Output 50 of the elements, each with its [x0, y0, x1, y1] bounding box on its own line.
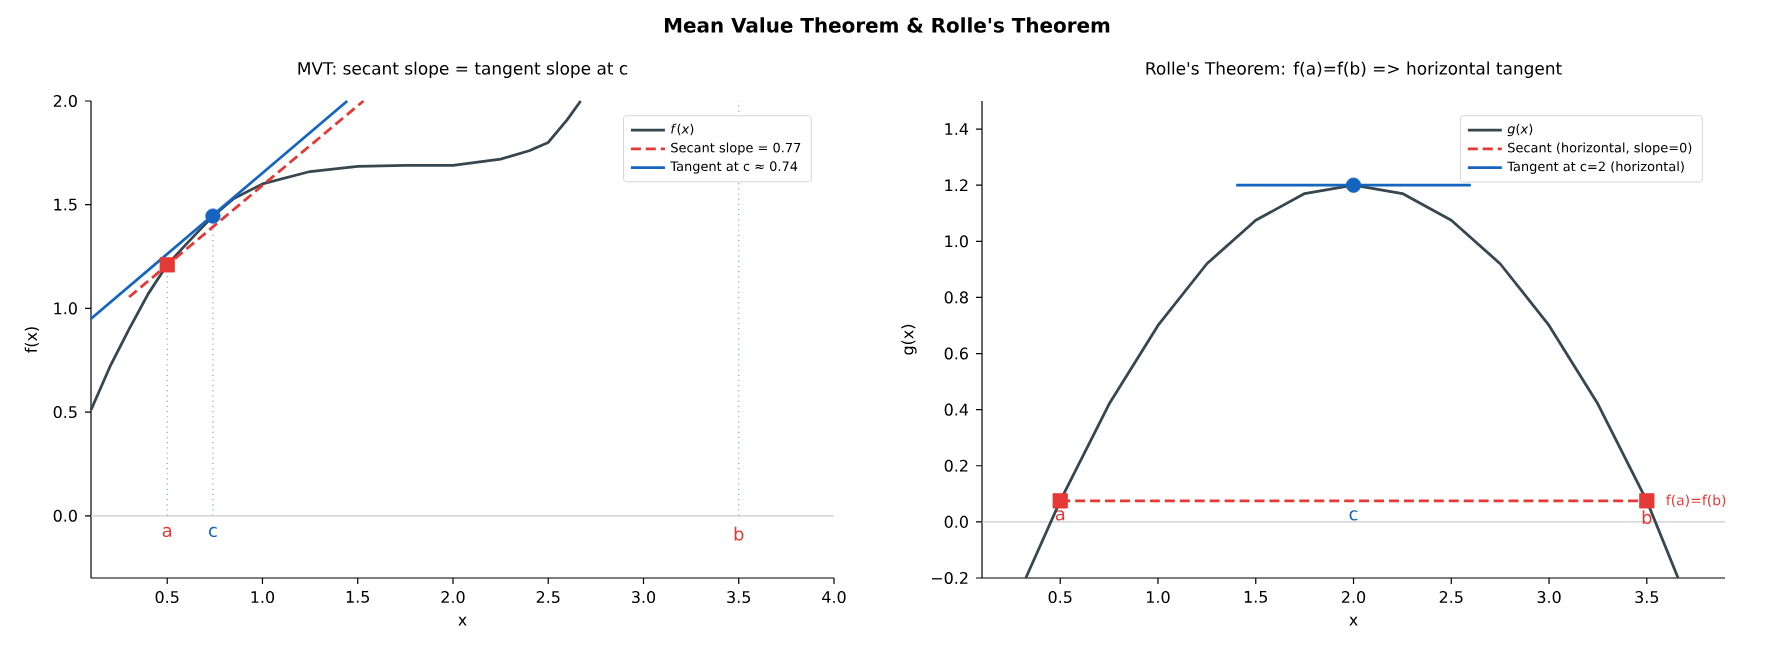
y-tick-label: 1.5	[54, 198, 77, 211]
y-tick-label: 2.0	[53, 94, 77, 108]
legend-label: Tangent at c=2 (horizontal)	[1507, 161, 1684, 174]
y-tick-label: 1.0	[945, 235, 968, 248]
text: Mean Value Theorem & Rolle's Theorem	[665, 17, 1110, 33]
x-tick-label: 3.5	[1635, 591, 1659, 604]
y-tick-label: −0.2	[931, 571, 968, 585]
x-axis-title: x	[458, 616, 467, 626]
ref-line-label: a	[162, 526, 172, 538]
x-tick-label: 2.5	[1439, 591, 1463, 604]
x-tick-label: 2.0	[441, 591, 465, 604]
y-tick-label: 0.8	[944, 291, 968, 304]
chart-title: Rolle's Theorem: f(a)=f(b) => horizontal tangent	[1146, 61, 1562, 79]
ref-line-label: b	[734, 526, 744, 541]
annotation: c	[1349, 510, 1358, 521]
x-tick-label: 0.5	[1048, 591, 1072, 604]
x-tick-label: 4.0	[822, 591, 846, 604]
x-tick-label: 0.5	[155, 591, 179, 604]
y-tick-label: 0.4	[944, 403, 969, 416]
y-tick-label: 1.2	[945, 179, 968, 192]
x-tick-label: 1.0	[251, 591, 275, 604]
x-tick-label: 1.0	[1147, 591, 1170, 604]
legend-label: Tangent at c ≈ 0.74	[670, 161, 798, 174]
y-axis-title: g(x)	[901, 324, 917, 355]
annotation: a	[1055, 510, 1065, 521]
y-tick-label: 0.6	[944, 347, 968, 360]
x-axis-title: x	[1349, 616, 1358, 626]
x-tick-label: 2.5	[536, 591, 560, 604]
annotation: b	[1642, 510, 1652, 525]
x-tick-label: 1.5	[346, 591, 369, 603]
legend-label: g(x)	[1507, 123, 1533, 137]
y-tick-label: 0.2	[944, 459, 968, 472]
ref-line-label: c	[209, 526, 217, 538]
x-tick-label: 3.0	[1537, 591, 1561, 604]
annotation: f(a)=f(b)	[1666, 494, 1726, 508]
x-tick-label: 3.0	[632, 591, 656, 604]
line-series	[89, 99, 583, 412]
legend-label: Secant (horizontal, slope=0)	[1508, 142, 1692, 155]
y-tick-label: 1.4	[945, 123, 969, 135]
y-axis-title: f(x)	[24, 327, 39, 353]
y-tick-label: 1.0	[54, 302, 77, 315]
y-tick-label: 0.0	[53, 509, 77, 522]
x-tick-label: 3.5	[727, 591, 751, 604]
y-tick-label: 0.0	[944, 515, 968, 528]
chart-title: MVT: secant slope = tangent slope at c	[298, 61, 628, 79]
legend-label: f(x)	[671, 123, 694, 136]
y-tick-label: 0.5	[53, 406, 77, 419]
legend-label: Secant slope = 0.77	[671, 142, 801, 156]
x-tick-label: 2.0	[1342, 591, 1366, 604]
x-tick-label: 1.5	[1244, 591, 1268, 603]
